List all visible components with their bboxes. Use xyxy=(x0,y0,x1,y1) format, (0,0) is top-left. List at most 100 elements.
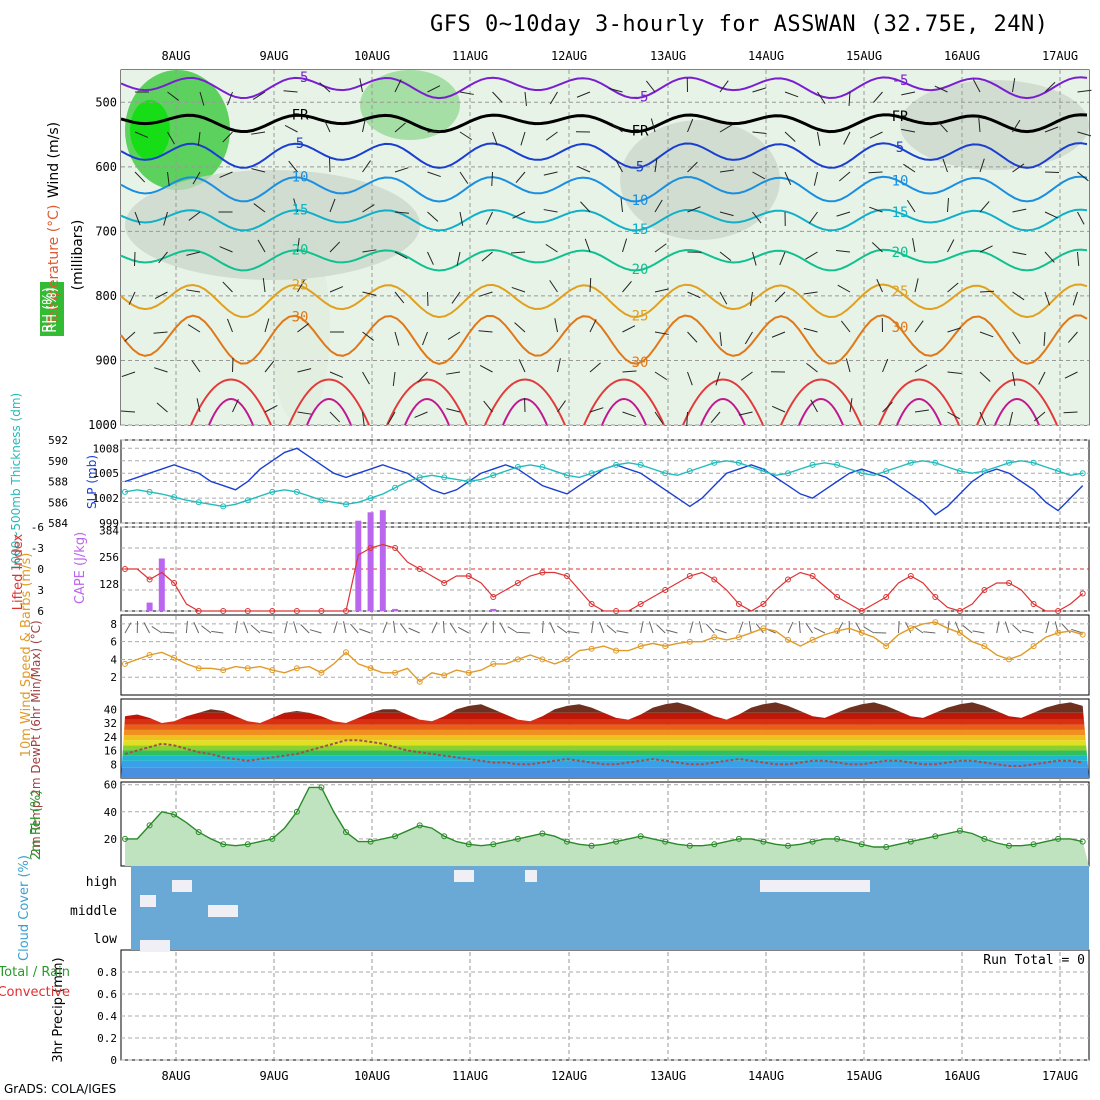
wind-barb xyxy=(584,238,591,253)
wind-barb xyxy=(882,401,893,413)
wind-barb xyxy=(549,621,556,634)
wind-barb xyxy=(1072,291,1078,306)
rh-shading-blob xyxy=(130,100,170,160)
wind-barb xyxy=(898,620,900,634)
wind-barb xyxy=(284,124,298,133)
wind-barb xyxy=(260,630,273,634)
wind-barb xyxy=(510,251,526,254)
y-tick-label: 32 xyxy=(104,717,117,730)
wind-barb xyxy=(387,411,396,425)
thickness-point xyxy=(760,468,767,475)
wind-barb xyxy=(447,331,461,340)
wind-barb xyxy=(427,130,442,133)
wind-barb xyxy=(805,251,818,260)
wind-barb xyxy=(914,364,928,373)
cloud-gap xyxy=(140,940,170,952)
wind-barb xyxy=(201,625,212,634)
cloud-gap xyxy=(760,880,870,892)
wind-barb xyxy=(227,318,233,333)
y-axis-label-thickness: 1000~500mb Thickness (dm) xyxy=(9,393,23,571)
wind-barb xyxy=(1044,81,1056,93)
wind-speed-point xyxy=(1006,656,1012,663)
wind-barb xyxy=(329,286,344,293)
wind-barb xyxy=(591,621,594,634)
wind-barb xyxy=(394,79,402,93)
credit-text: GrADS: COLA/IGES xyxy=(4,1082,117,1096)
lifted-index-point xyxy=(1079,590,1086,597)
wind-barb xyxy=(120,410,136,413)
y-axis-label-slp: SLP (mb) xyxy=(85,455,99,509)
wind-barb xyxy=(687,206,701,213)
wind-barb xyxy=(362,249,377,253)
y-tick-label: 590 xyxy=(48,455,68,468)
wind-barb xyxy=(480,622,488,634)
wind-barb xyxy=(329,411,341,423)
contour-label: 30 xyxy=(292,309,309,325)
y-tick-label: 40 xyxy=(104,703,117,716)
y-tick-label: 0.6 xyxy=(97,988,117,1001)
wind-barb xyxy=(645,80,656,93)
wind-barb xyxy=(972,630,985,634)
wind-barb xyxy=(813,171,818,186)
wind-barb xyxy=(323,119,331,133)
temperature-band xyxy=(121,729,1089,736)
wind-barb xyxy=(719,80,729,93)
y-tick-label: 600 xyxy=(95,160,117,174)
wind-barb xyxy=(1044,126,1059,133)
wind-barb xyxy=(543,209,558,213)
contour-label: -5 xyxy=(632,90,649,106)
contour-label: 5 xyxy=(636,159,644,175)
cape-bar xyxy=(392,608,399,611)
wind-barb xyxy=(622,411,636,418)
wind-barb xyxy=(167,91,179,101)
x-tick-label-bottom: 17AUG xyxy=(1042,1069,1078,1083)
contour-label: 5 xyxy=(896,140,904,156)
y-tick-label: 584 xyxy=(48,517,68,530)
lifted-index-point xyxy=(711,576,718,583)
wind-barb xyxy=(942,158,948,173)
wind-barb xyxy=(511,286,526,293)
y-tick-label: 500 xyxy=(95,95,117,109)
wind-barb xyxy=(719,251,732,262)
wind-barb xyxy=(557,400,566,413)
wind-barb xyxy=(143,622,150,634)
cape-bar xyxy=(146,602,153,611)
wind-barb xyxy=(901,91,916,96)
wind-barb xyxy=(154,291,168,300)
temperature-band xyxy=(121,750,1089,756)
wind-barb xyxy=(710,411,721,424)
wind-barb xyxy=(715,628,727,634)
wind-barb xyxy=(219,171,233,178)
wind-barb xyxy=(359,628,371,634)
wind-barb xyxy=(648,621,654,634)
wind-speed-point xyxy=(809,636,816,643)
wind-barb xyxy=(937,121,948,133)
wind-barb xyxy=(654,158,658,173)
y-axis-label-pressure: (millibars) xyxy=(70,220,86,291)
wind-barb xyxy=(687,118,694,133)
wind-barb xyxy=(253,203,266,213)
wind-barb xyxy=(1012,251,1027,256)
wind-barb xyxy=(394,211,409,214)
temperature-contour xyxy=(896,398,942,426)
chart-title: GFS 0~10day 3-hourly for ASSWAN (32.75E,… xyxy=(430,12,1049,37)
wind-barb xyxy=(362,371,370,385)
wind-barb xyxy=(1008,411,1013,426)
wind-barb xyxy=(300,624,310,634)
wind-barb xyxy=(622,325,636,333)
temperature-band xyxy=(121,745,1089,751)
wind-speed-point xyxy=(343,649,349,656)
wind-barb xyxy=(784,171,792,185)
wind-barb xyxy=(251,168,266,173)
temperature-contour xyxy=(120,76,1088,100)
wind-speed-point xyxy=(785,636,791,643)
cloud-layer-label: middle xyxy=(70,904,117,919)
wind-barb xyxy=(512,211,526,219)
wind-barb xyxy=(427,85,441,93)
y-tick-label: 256 xyxy=(99,551,119,564)
contour-label: FR xyxy=(292,107,309,123)
wind-barb xyxy=(293,198,298,213)
wind-barb xyxy=(158,251,168,264)
wind-barb xyxy=(442,620,445,634)
wind-barb xyxy=(808,211,818,224)
